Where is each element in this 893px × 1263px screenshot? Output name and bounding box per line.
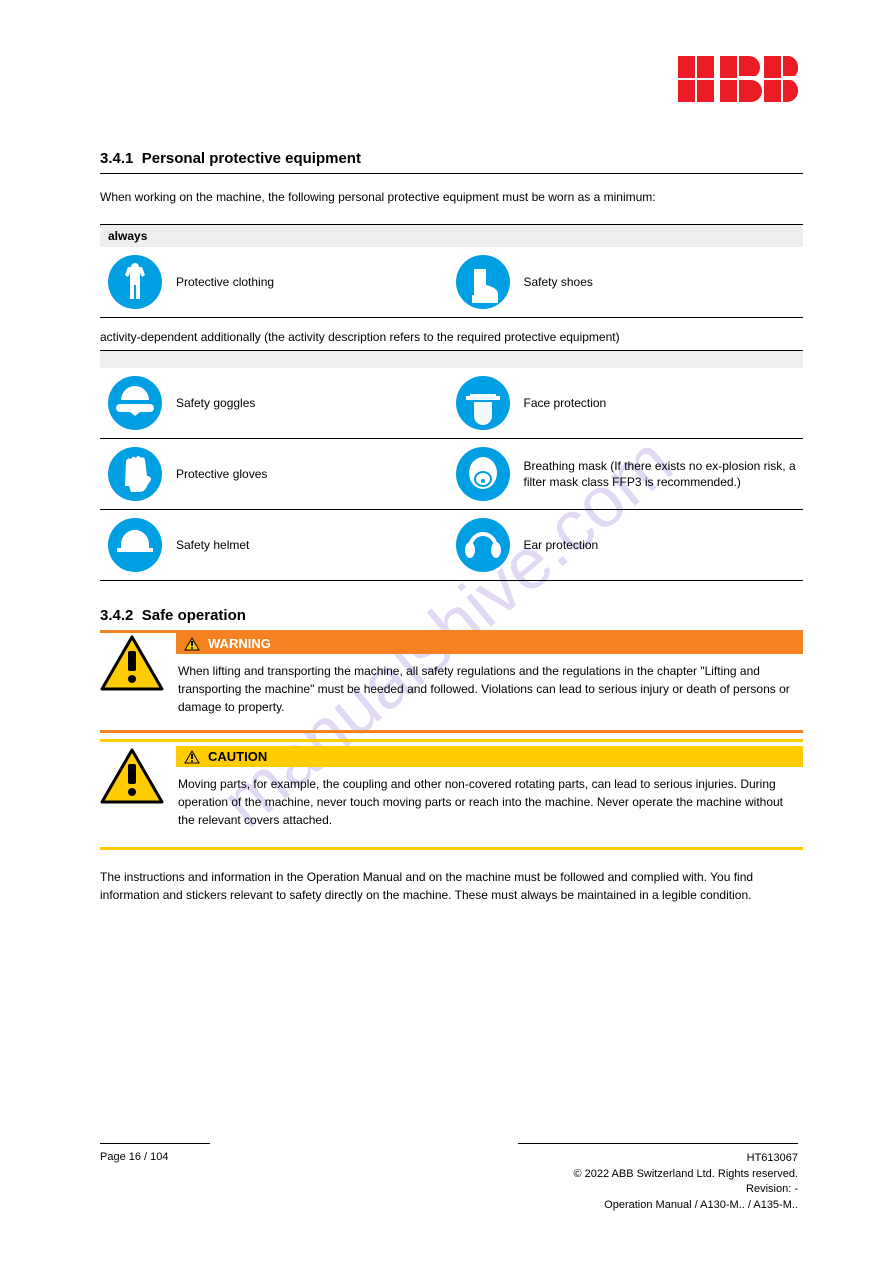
goggles-icon xyxy=(108,376,162,430)
footer-docnum: HT613067 xyxy=(573,1151,798,1166)
page-footer: Page 16 / 104 HT613067 © 2022 ABB Switze… xyxy=(100,1151,798,1213)
ppe-label: Safety shoes xyxy=(524,274,593,290)
ppe-row: Safety helmet Ear protection xyxy=(100,510,803,581)
caution-block: CAUTION Moving parts, for example, the c… xyxy=(100,746,803,829)
coverall-icon xyxy=(108,255,162,309)
section-rule xyxy=(100,173,803,174)
ppe-row: Safety goggles Face protection xyxy=(100,368,803,439)
gloves-icon xyxy=(108,447,162,501)
ppe-label: Face protection xyxy=(524,395,607,411)
ppe-row: Protective clothing Safety shoes xyxy=(100,247,803,318)
earmuffs-icon xyxy=(456,518,510,572)
caution-bottom-rule xyxy=(100,847,803,850)
abb-logo xyxy=(678,56,798,107)
section-intro: When working on the machine, the followi… xyxy=(100,188,803,206)
warning-small-icon xyxy=(184,637,200,651)
ppe-label: Protective clothing xyxy=(176,274,274,290)
section-number: 3.4.1 xyxy=(100,150,133,167)
ppe-label: Protective gloves xyxy=(176,466,267,482)
faceshield-icon xyxy=(456,376,510,430)
caution-text: Moving parts, for example, the coupling … xyxy=(176,767,803,829)
footer-manual: Operation Manual / A130-M.. / A135-M.. xyxy=(573,1198,798,1213)
section-title: Personal protective equipment xyxy=(142,150,361,167)
warning-bottom-rule xyxy=(100,730,803,733)
caution-triangle-icon xyxy=(100,748,164,804)
footer-revision: Revision: - xyxy=(573,1182,798,1197)
footer-page-number: Page 16 / 104 xyxy=(100,1151,169,1213)
caution-small-icon xyxy=(184,750,200,764)
after-paragraph: The instructions and information in the … xyxy=(100,868,803,904)
footer-copyright: © 2022 ABB Switzerland Ltd. Rights reser… xyxy=(573,1167,798,1182)
subsection-heading: 3.4.2 Safe operation xyxy=(100,607,803,624)
warning-bar: WARNING xyxy=(176,633,803,654)
boots-icon xyxy=(456,255,510,309)
caution-bar: CAUTION xyxy=(176,746,803,767)
ppe-label: Safety goggles xyxy=(176,395,255,411)
ppe-activity-intro: activity-dependent additionally (the act… xyxy=(100,330,803,344)
caution-top-rule xyxy=(100,739,803,742)
subsection-number: 3.4.2 xyxy=(100,607,133,624)
warning-label: WARNING xyxy=(208,636,271,651)
ppe-always-header: always xyxy=(100,224,803,247)
footer-rule-right xyxy=(518,1143,798,1144)
ppe-activity-header xyxy=(100,350,803,368)
ppe-row: Protective gloves Breathing mask (If the… xyxy=(100,439,803,510)
warning-text: When lifting and transporting the machin… xyxy=(176,654,803,716)
warning-block: WARNING When lifting and transporting th… xyxy=(100,633,803,716)
footer-rule-left xyxy=(100,1143,210,1144)
ppe-label: Ear protection xyxy=(524,537,599,553)
subsection-title: Safe operation xyxy=(142,607,246,624)
ppe-label: Breathing mask (If there exists no ex-pl… xyxy=(524,458,804,490)
mask-icon xyxy=(456,447,510,501)
warning-triangle-icon xyxy=(100,635,164,691)
ppe-label: Safety helmet xyxy=(176,537,249,553)
caution-label: CAUTION xyxy=(208,749,267,764)
helmet-icon xyxy=(108,518,162,572)
section-heading: 3.4.1 Personal protective equipment xyxy=(100,150,803,167)
